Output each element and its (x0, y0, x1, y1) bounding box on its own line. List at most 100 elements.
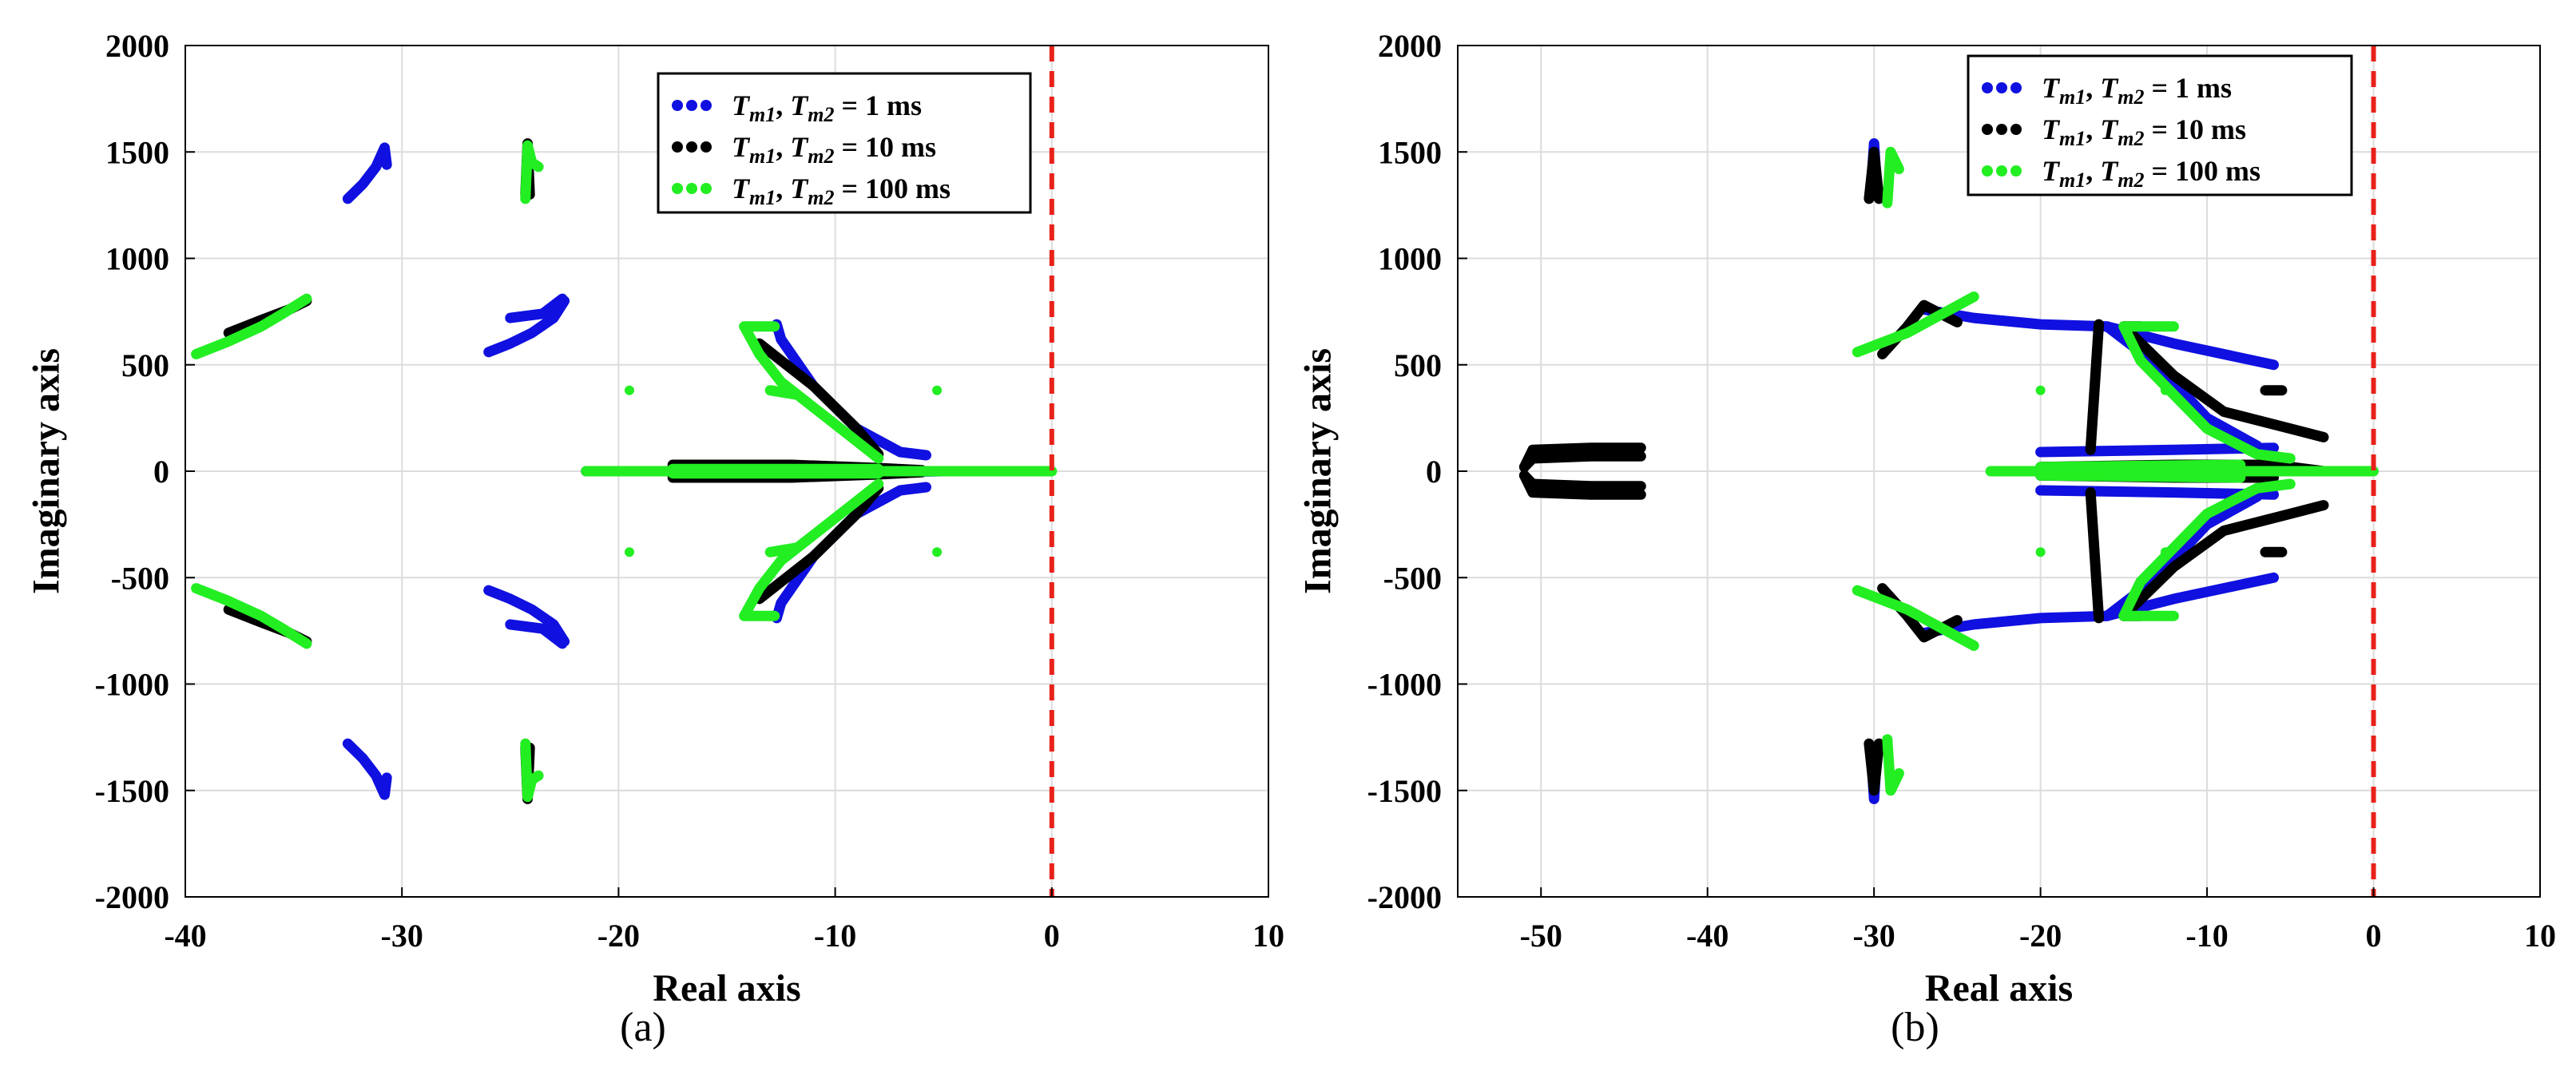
y-tick-label: 1000 (105, 241, 169, 277)
y-tick-label: -1500 (1367, 773, 1442, 809)
root-point (2035, 385, 2046, 395)
x-tick-label: 10 (2524, 918, 2556, 954)
y-tick-label: 0 (1426, 454, 1442, 490)
y-axis-label: Imaginary axis (26, 348, 68, 594)
x-tick-label: -20 (2019, 918, 2062, 954)
root-locus-branch (505, 293, 568, 323)
x-tick-label: -40 (1686, 918, 1729, 954)
root-locus-branch (483, 296, 570, 358)
root-locus-branch (505, 619, 568, 649)
root-point (932, 385, 943, 395)
x-tick-label: 0 (2366, 918, 2382, 954)
root-locus-branch (1864, 738, 1884, 796)
chart-b: -50 -40 -30 -20 -10 0 10 -2000 -1500 -1000 -500 0 50… (1297, 28, 2557, 1050)
root-locus-branch (342, 142, 392, 204)
root-locus-branch (2085, 487, 2105, 624)
root-locus-branch (754, 482, 884, 605)
y-tick-label: 500 (121, 347, 169, 383)
root-point (932, 547, 943, 557)
y-tick-label: -2000 (1367, 879, 1442, 915)
legend-marker (672, 183, 712, 194)
legend-label: Tm1, Tm2 = 10 ms (2042, 113, 2246, 150)
y-tick-label: 1500 (105, 134, 169, 170)
legend-label: Tm1, Tm2 = 1 ms (2042, 72, 2232, 109)
y-tick-label: 500 (1394, 347, 1442, 383)
y-tick-label: -1000 (1367, 667, 1442, 703)
legend: Tm1, Tm2 = 1 ms Tm1, Tm2 = 10 ms Tm1, Tm2 … (1967, 54, 2353, 196)
root-locus-branch (2118, 321, 2296, 464)
root-point (624, 385, 634, 395)
root-locus-branch (1518, 450, 1646, 473)
root-locus-branch (2118, 500, 2329, 621)
data-layer (1518, 138, 2379, 804)
y-tick-label: 1000 (1378, 241, 1442, 277)
root-locus-branch (1852, 292, 1979, 358)
root-point (2160, 547, 2170, 557)
y-tick-label: 0 (153, 454, 169, 490)
x-axis-label: Real axis (1925, 967, 2073, 1009)
x-tick-label: -50 (1520, 918, 1562, 954)
y-tick-label: -1000 (95, 667, 169, 703)
panel-label: (b) (1891, 1005, 1939, 1050)
legend-marker (1982, 165, 2022, 177)
chart-a: -40 -30 -20 -10 0 10 -2000 -1500 -1000 -500 0 500 10… (26, 28, 1285, 1050)
legend-label: Tm1, Tm2 = 100 ms (2042, 155, 2260, 192)
root-point (2160, 385, 2170, 395)
x-tick-label: -10 (814, 918, 856, 954)
x-tick-label: 0 (1044, 918, 1060, 954)
root-locus-branch (2118, 478, 2296, 621)
root-locus-branch (754, 338, 884, 460)
root-locus-branch (191, 293, 312, 359)
legend-label: Tm1, Tm2 = 10 ms (732, 131, 936, 168)
legend-marker (672, 100, 712, 111)
data-layer (191, 138, 1058, 804)
y-tick-label: -2000 (95, 879, 169, 915)
root-locus-branch (1919, 304, 2279, 371)
root-locus-branch (1864, 146, 1884, 204)
y-tick-label: 2000 (105, 28, 169, 64)
root-point (2035, 547, 2046, 557)
legend-marker (1982, 124, 2022, 135)
root-locus-branch (2085, 319, 2105, 455)
x-tick-label: -40 (164, 918, 206, 954)
series-3 (191, 140, 1058, 803)
legend: Tm1, Tm2 = 1 ms Tm1, Tm2 = 10 ms Tm1, Tm2 … (657, 72, 1032, 214)
root-locus-branch (2035, 459, 2246, 473)
root-locus-branch (1518, 470, 1646, 492)
panel-label: (a) (620, 1005, 666, 1050)
root-locus-branch (1852, 585, 1979, 651)
root-locus-branch (2035, 470, 2246, 483)
legend-label: Tm1, Tm2 = 100 ms (732, 173, 951, 209)
y-tick-label: 1500 (1378, 134, 1442, 170)
y-tick-label: -500 (1383, 560, 1442, 596)
legend-marker (672, 141, 712, 153)
x-tick-label: -30 (381, 918, 423, 954)
series-3 (1852, 146, 2379, 796)
root-locus-branch (2118, 321, 2329, 442)
root-locus-branch (520, 738, 544, 803)
legend-box (1967, 54, 2353, 196)
y-tick-label: -1500 (95, 773, 169, 809)
root-locus-branch (483, 585, 570, 647)
y-axis-label: Imaginary axis (1297, 348, 1340, 594)
root-locus-branch (342, 738, 392, 800)
root-locus-branch (1919, 572, 2279, 638)
legend-marker (1982, 82, 2022, 93)
root-locus-branch (1882, 146, 1904, 208)
root-locus-branch (1882, 734, 1904, 796)
legend-box (657, 72, 1032, 214)
x-tick-label: 10 (1252, 918, 1284, 954)
x-tick-label: -30 (1852, 918, 1895, 954)
root-locus-branch (764, 385, 802, 400)
root-locus-branch (764, 542, 802, 557)
y-tick-label: -500 (111, 560, 169, 596)
root-locus-branch (191, 583, 312, 649)
root-locus-branch (520, 140, 544, 204)
x-tick-label: -10 (2185, 918, 2228, 954)
legend-label: Tm1, Tm2 = 1 ms (732, 89, 922, 126)
root-point (624, 547, 634, 557)
y-tick-label: 2000 (1378, 28, 1442, 64)
x-tick-label: -20 (597, 918, 640, 954)
x-axis-label: Real axis (653, 967, 800, 1009)
